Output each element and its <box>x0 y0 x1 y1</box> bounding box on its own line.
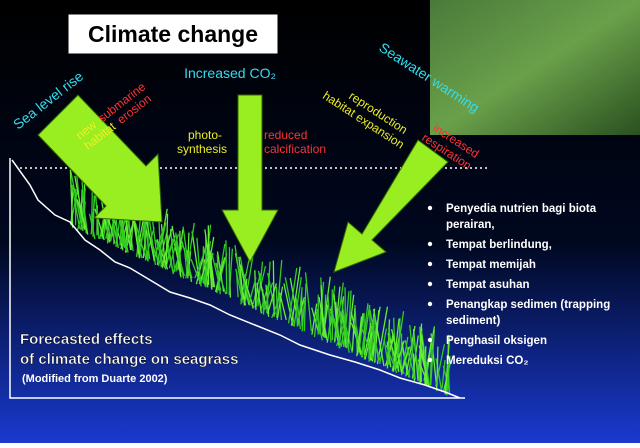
effect-positive: photo- <box>188 128 222 142</box>
function-item: sediment) <box>446 315 500 327</box>
bullet-dot <box>428 338 432 342</box>
effect-negative: reduced <box>264 128 307 142</box>
function-item: Tempat berlindung, <box>446 239 552 251</box>
caption-line: Forecasted effects <box>20 331 153 348</box>
bullet-dot <box>428 358 432 362</box>
seagrass-blade <box>226 240 227 294</box>
seagrass-photo <box>430 0 640 135</box>
function-item: Mereduksi CO₂ <box>446 355 528 367</box>
function-item: Tempat asuhan <box>446 279 530 291</box>
function-item: Penangkap sedimen (trapping <box>446 299 610 311</box>
bullet-dot <box>428 242 432 246</box>
function-item: Penyedia nutrien bagi biota <box>446 203 597 215</box>
function-item: Penghasil oksigen <box>446 335 547 347</box>
bullet-dot <box>428 262 432 266</box>
bullet-dot <box>428 302 432 306</box>
effect-positive: synthesis <box>177 142 227 156</box>
bullet-dot <box>428 206 432 210</box>
seagrass-blade <box>273 260 274 316</box>
effect-negative: calcification <box>264 142 326 156</box>
photo-frame <box>430 0 640 135</box>
title: Climate change <box>88 21 258 47</box>
function-item: Tempat memijah <box>446 259 536 271</box>
driver-label: Increased CO₂ <box>184 65 276 81</box>
seagrass-blade <box>389 327 390 365</box>
caption-source: (Modified from Duarte 2002) <box>22 373 168 385</box>
bullet-dot <box>428 282 432 286</box>
function-item: perairan, <box>446 219 495 231</box>
caption-line: of climate change on seagrass <box>20 351 238 368</box>
